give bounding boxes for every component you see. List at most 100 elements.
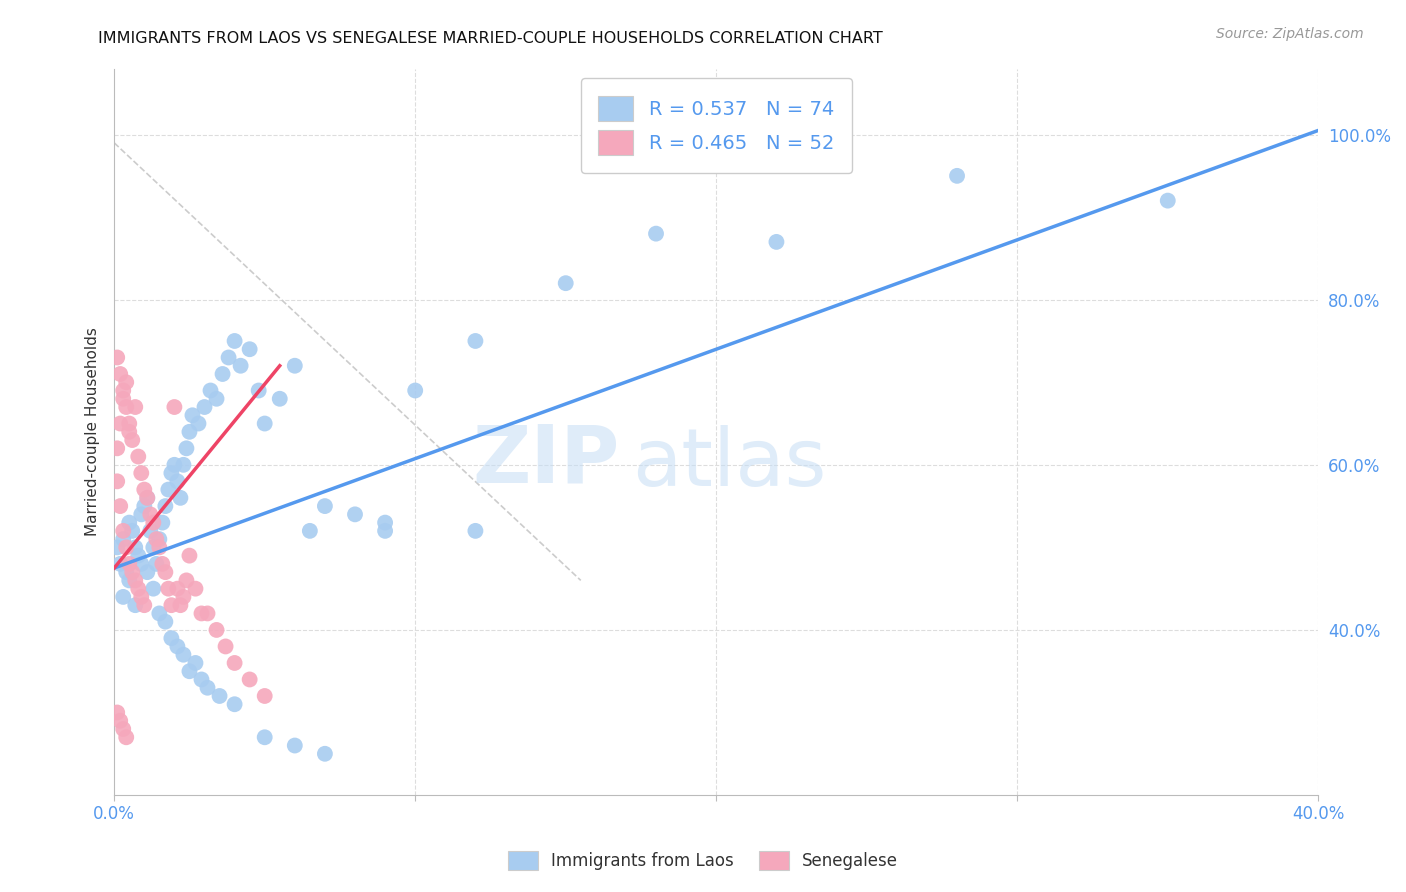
Point — [155, 499, 177, 513]
Point — [136, 491, 159, 505]
Point — [129, 557, 152, 571]
Point — [184, 582, 207, 596]
Point — [124, 541, 146, 555]
Point — [148, 541, 170, 555]
Point — [190, 607, 212, 621]
Point — [374, 516, 396, 530]
Point — [115, 731, 138, 745]
Point — [108, 417, 131, 431]
Point — [124, 400, 146, 414]
Point — [134, 483, 156, 497]
Point — [115, 565, 138, 579]
Text: IMMIGRANTS FROM LAOS VS SENEGALESE MARRIED-COUPLE HOUSEHOLDS CORRELATION CHART: IMMIGRANTS FROM LAOS VS SENEGALESE MARRI… — [98, 31, 883, 46]
Y-axis label: Married-couple Households: Married-couple Households — [86, 327, 100, 536]
Point — [172, 458, 194, 472]
Point — [197, 681, 219, 695]
Point — [115, 376, 138, 390]
Point — [247, 384, 270, 398]
Point — [181, 409, 204, 423]
Point — [176, 442, 198, 456]
Point — [284, 739, 307, 753]
Point — [169, 598, 191, 612]
Point — [157, 582, 180, 596]
Point — [105, 442, 128, 456]
Point — [176, 574, 198, 588]
Point — [179, 425, 201, 439]
Point — [211, 367, 233, 381]
Point — [121, 433, 143, 447]
Point — [112, 384, 135, 398]
Point — [374, 524, 396, 538]
Point — [136, 565, 159, 579]
Point — [129, 590, 152, 604]
Point — [129, 466, 152, 480]
Point — [118, 425, 141, 439]
Point — [218, 351, 240, 365]
Point — [200, 384, 222, 398]
Point — [155, 615, 177, 629]
Point — [108, 557, 131, 571]
Point — [1157, 194, 1180, 208]
Point — [166, 475, 188, 489]
Point — [166, 582, 188, 596]
Point — [115, 400, 138, 414]
Point — [112, 524, 135, 538]
Text: atlas: atlas — [631, 425, 827, 503]
Point — [298, 524, 321, 538]
Point — [139, 524, 162, 538]
Point — [163, 458, 186, 472]
Point — [139, 508, 162, 522]
Point — [190, 673, 212, 687]
Text: ZIP: ZIP — [472, 422, 620, 500]
Point — [105, 706, 128, 720]
Point — [253, 689, 276, 703]
Point — [172, 590, 194, 604]
Point — [229, 359, 252, 373]
Point — [314, 499, 336, 513]
Point — [239, 343, 262, 357]
Point — [464, 334, 486, 348]
Point — [124, 574, 146, 588]
Point — [404, 384, 426, 398]
Point — [157, 483, 180, 497]
Point — [118, 557, 141, 571]
Point — [554, 276, 576, 290]
Point — [112, 590, 135, 604]
Point — [160, 598, 183, 612]
Point — [224, 698, 246, 712]
Point — [108, 367, 131, 381]
Point — [239, 673, 262, 687]
Point — [127, 450, 149, 464]
Point — [124, 598, 146, 612]
Point — [205, 392, 228, 406]
Point — [765, 235, 787, 249]
Point — [105, 475, 128, 489]
Point — [314, 747, 336, 761]
Point — [145, 557, 167, 571]
Point — [193, 400, 215, 414]
Point — [129, 508, 152, 522]
Point — [253, 417, 276, 431]
Point — [253, 731, 276, 745]
Point — [142, 541, 165, 555]
Point — [136, 491, 159, 505]
Point — [127, 582, 149, 596]
Point — [946, 169, 969, 183]
Point — [108, 714, 131, 728]
Point — [148, 532, 170, 546]
Point — [115, 541, 138, 555]
Point — [127, 549, 149, 563]
Point — [166, 640, 188, 654]
Point — [118, 574, 141, 588]
Point — [150, 516, 173, 530]
Point — [148, 607, 170, 621]
Point — [208, 689, 231, 703]
Point — [142, 582, 165, 596]
Point — [150, 557, 173, 571]
Point — [284, 359, 307, 373]
Point — [112, 722, 135, 736]
Point — [142, 516, 165, 530]
Point — [645, 227, 668, 241]
Point — [184, 656, 207, 670]
Point — [169, 491, 191, 505]
